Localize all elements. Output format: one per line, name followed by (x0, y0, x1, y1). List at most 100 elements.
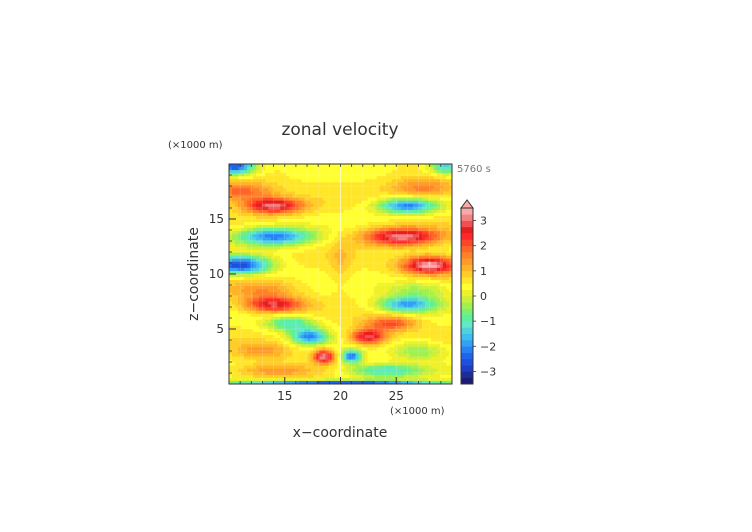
heat-cell (391, 298, 396, 302)
heat-cell (406, 289, 411, 293)
heat-cell (259, 194, 263, 199)
heat-cell (319, 222, 323, 226)
heat-cell (430, 301, 435, 305)
heat-cell (235, 365, 239, 370)
heat-cell (349, 280, 353, 284)
heat-cell (253, 185, 257, 189)
heat-cell (295, 179, 299, 183)
heat-cell (382, 274, 387, 278)
heat-cell (352, 270, 356, 275)
heat-cell (367, 249, 372, 254)
heat-cell (337, 313, 341, 318)
heat-cell (277, 209, 281, 214)
heat-cell (382, 228, 387, 232)
heat-cell (433, 261, 438, 266)
heat-cell (361, 231, 365, 235)
heat-cell (325, 329, 329, 333)
heat-cell (370, 203, 375, 208)
heat-cell (325, 231, 329, 235)
heat-cell (361, 322, 365, 327)
heat-cell (367, 283, 372, 287)
heat-cell (337, 267, 341, 272)
heat-cell (421, 325, 426, 330)
heat-cell (301, 298, 305, 302)
heat-cell (445, 164, 450, 168)
heat-cell (235, 234, 239, 238)
heat-cell (331, 222, 335, 226)
heat-cell (310, 270, 314, 275)
heat-cell (418, 212, 423, 217)
heat-cell (292, 200, 296, 205)
heat-cell (340, 215, 344, 220)
heat-cell (412, 252, 417, 257)
heat-cell (235, 283, 239, 287)
heat-cell (250, 280, 254, 284)
heat-cell (274, 338, 278, 342)
heat-cell (415, 322, 420, 327)
heat-cell (352, 170, 356, 174)
heat-cell (364, 277, 369, 281)
heat-cell (406, 277, 411, 281)
heat-cell (229, 231, 233, 235)
heat-cell (382, 209, 387, 214)
heat-cell (274, 350, 278, 354)
heat-cell (262, 329, 266, 333)
heat-cell (334, 228, 338, 232)
heat-cell (370, 209, 375, 214)
heat-cell (250, 246, 254, 250)
heat-cell (367, 267, 372, 272)
heat-cell (289, 301, 293, 305)
heat-cell (430, 197, 435, 202)
heat-cell (406, 365, 411, 370)
heat-cell (406, 179, 411, 183)
heat-cell (304, 191, 308, 195)
heat-cell (298, 362, 302, 367)
heat-cell (382, 277, 387, 281)
heat-cell (250, 289, 254, 293)
heat-cell (367, 356, 372, 360)
heat-cell (355, 167, 359, 171)
heat-cell (427, 255, 432, 260)
heat-cell (424, 167, 429, 171)
heat-cell (349, 325, 353, 330)
heat-cell (283, 325, 287, 330)
heat-cell (403, 228, 408, 232)
heat-cell (235, 243, 239, 247)
heat-cell (310, 164, 314, 168)
heat-cell (382, 329, 387, 333)
heat-cell (298, 240, 302, 244)
heat-cell (325, 316, 329, 321)
heat-cell (409, 264, 414, 269)
heat-cell (274, 191, 278, 195)
heat-cell (292, 280, 296, 284)
heat-cell (295, 258, 299, 263)
heat-cell (316, 176, 320, 180)
heat-cell (274, 301, 278, 305)
heat-cell (283, 237, 287, 241)
heat-cell (448, 292, 453, 296)
heat-cell (337, 283, 341, 287)
heat-cell (388, 356, 393, 360)
heat-cell (436, 173, 441, 177)
heat-cell (385, 234, 390, 238)
heat-cell (280, 329, 284, 333)
heat-cell (418, 182, 423, 186)
heat-cell (379, 231, 384, 235)
heat-cell (355, 353, 359, 357)
heat-cell (253, 225, 257, 229)
heat-cell (286, 353, 290, 357)
heat-cell (421, 206, 426, 211)
heat-cell (343, 335, 347, 339)
heat-cell (334, 335, 338, 339)
heat-cell (229, 274, 233, 278)
heat-cell (229, 280, 233, 284)
heat-cell (340, 277, 344, 281)
heat-cell (355, 325, 359, 330)
heat-cell (439, 304, 444, 309)
heat-cell (286, 249, 290, 254)
heat-cell (298, 310, 302, 315)
heat-cell (427, 277, 432, 281)
heat-cell (442, 283, 447, 287)
heat-cell (358, 332, 362, 336)
heat-cell (283, 319, 287, 324)
